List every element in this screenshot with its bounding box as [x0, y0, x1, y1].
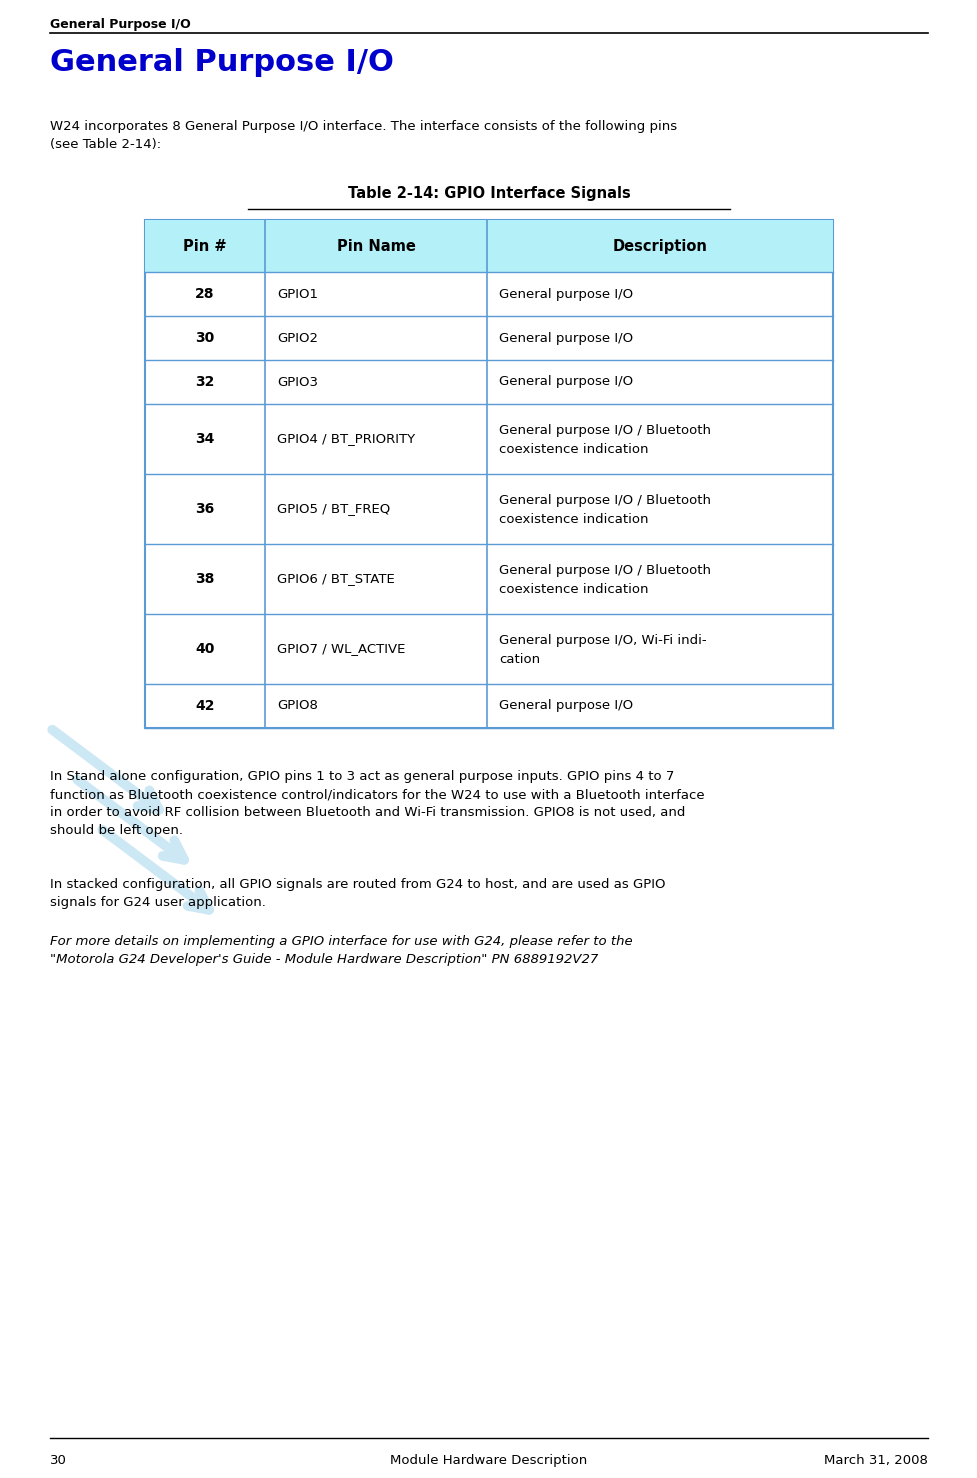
Text: W24 incorporates 8 General Purpose I/O interface. The interface consists of the : W24 incorporates 8 General Purpose I/O i… [50, 120, 676, 151]
Text: For more details on implementing a GPIO interface for use with G24, please refer: For more details on implementing a GPIO … [50, 936, 632, 967]
Text: General purpose I/O, Wi-Fi indi-: General purpose I/O, Wi-Fi indi- [498, 634, 706, 647]
Text: GPIO5 / BT_FREQ: GPIO5 / BT_FREQ [276, 503, 390, 516]
Text: General purpose I/O: General purpose I/O [498, 331, 632, 344]
Text: cation: cation [498, 653, 539, 667]
Bar [145, 220, 832, 729]
Bar [145, 220, 832, 272]
Text: 36: 36 [195, 503, 214, 516]
Text: coexistence indication: coexistence indication [498, 443, 648, 457]
Text: 42: 42 [195, 699, 215, 712]
Text: 30: 30 [195, 331, 214, 344]
Text: 40: 40 [195, 641, 215, 656]
Text: Module Hardware Description: Module Hardware Description [390, 1454, 587, 1468]
Text: General purpose I/O: General purpose I/O [498, 699, 632, 712]
Text: 30: 30 [50, 1454, 66, 1468]
Text: Description: Description [612, 238, 706, 254]
Text: coexistence indication: coexistence indication [498, 513, 648, 526]
Text: General Purpose I/O: General Purpose I/O [50, 47, 394, 77]
Text: GPIO2: GPIO2 [276, 331, 318, 344]
Text: 34: 34 [195, 432, 215, 446]
Text: General purpose I/O: General purpose I/O [498, 375, 632, 389]
Text: Pin Name: Pin Name [336, 238, 415, 254]
Text: Pin #: Pin # [183, 238, 227, 254]
Text: GPIO3: GPIO3 [276, 375, 318, 389]
Text: GPIO1: GPIO1 [276, 288, 318, 300]
Text: In Stand alone configuration, GPIO pins 1 to 3 act as general purpose inputs. GP: In Stand alone configuration, GPIO pins … [50, 770, 703, 837]
Text: GPIO8: GPIO8 [276, 699, 318, 712]
Text: General purpose I/O / Bluetooth: General purpose I/O / Bluetooth [498, 424, 710, 437]
Text: coexistence indication: coexistence indication [498, 582, 648, 596]
Text: General Purpose I/O: General Purpose I/O [50, 18, 191, 31]
Text: GPIO4 / BT_PRIORITY: GPIO4 / BT_PRIORITY [276, 433, 414, 445]
Text: 38: 38 [195, 572, 215, 585]
Text: 28: 28 [195, 287, 215, 302]
Text: March 31, 2008: March 31, 2008 [824, 1454, 927, 1468]
Text: GPIO7 / WL_ACTIVE: GPIO7 / WL_ACTIVE [276, 643, 404, 656]
Text: Table 2-14: GPIO Interface Signals: Table 2-14: GPIO Interface Signals [347, 186, 630, 201]
Text: General purpose I/O / Bluetooth: General purpose I/O / Bluetooth [498, 494, 710, 507]
Text: GPIO6 / BT_STATE: GPIO6 / BT_STATE [276, 572, 395, 585]
Text: In stacked configuration, all GPIO signals are routed from G24 to host, and are : In stacked configuration, all GPIO signa… [50, 878, 664, 909]
Text: General purpose I/O / Bluetooth: General purpose I/O / Bluetooth [498, 565, 710, 576]
Text: 32: 32 [195, 375, 215, 389]
Text: General purpose I/O: General purpose I/O [498, 288, 632, 300]
